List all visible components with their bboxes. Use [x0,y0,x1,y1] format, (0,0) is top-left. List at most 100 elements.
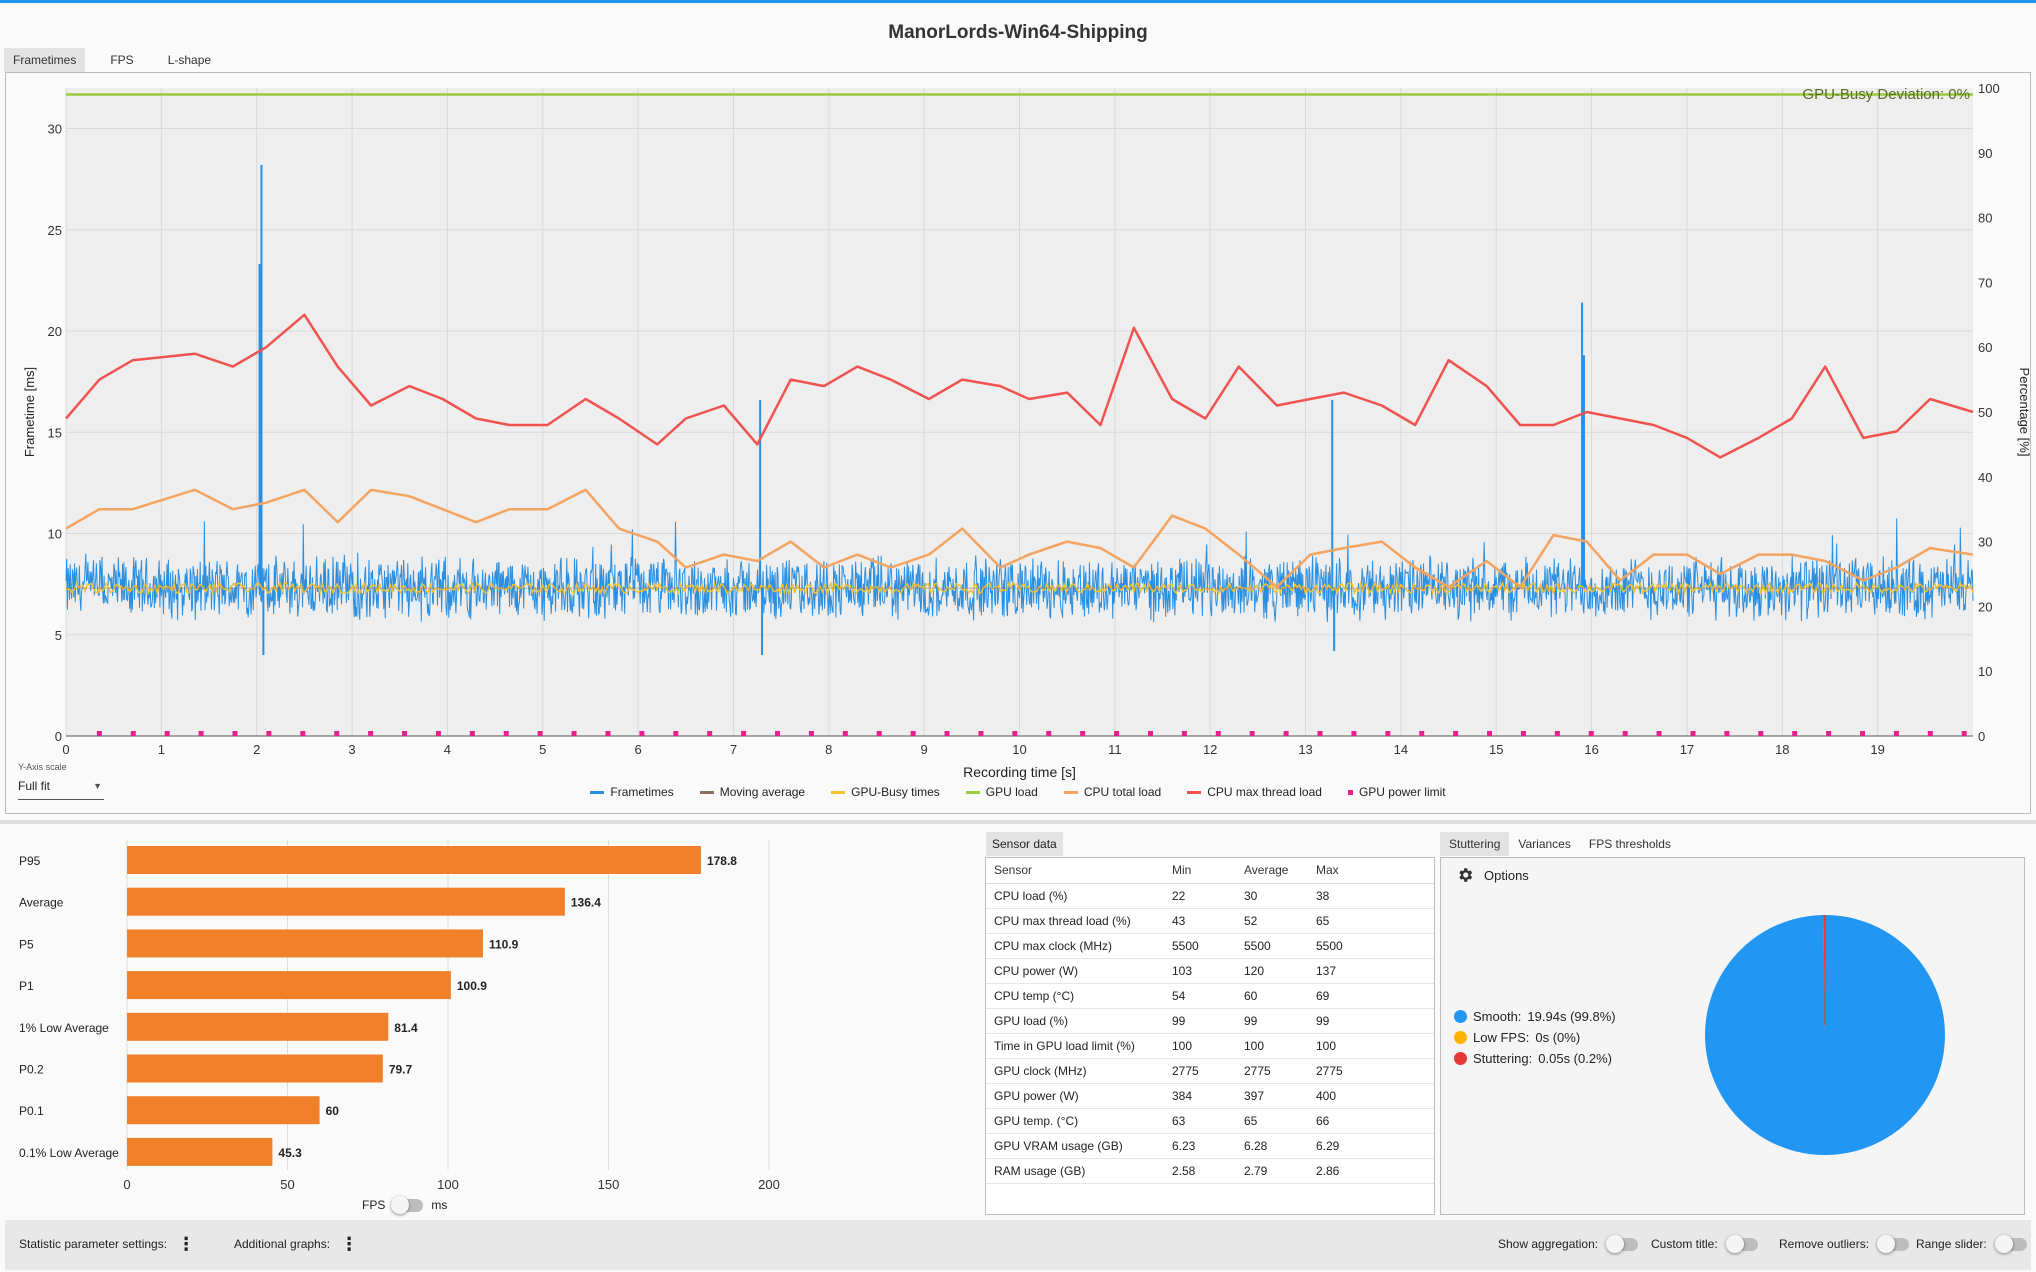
gpu-power-limit-marker [639,731,645,736]
series-cpu-total-load [65,488,1974,589]
x-tick-label: 12 [1203,742,1217,757]
tab-frametimes[interactable]: Frametimes [4,48,86,72]
remove-outliers-toggle[interactable] [1877,1234,1910,1253]
top-accent-bar [0,0,2036,3]
chart-tabs: Frametimes FPS L-shape [4,48,220,72]
show-aggregation[interactable]: Show aggregation: [1498,1234,1639,1253]
sensor-cell: 100 [1308,1033,1434,1059]
tab-l-shape[interactable]: L-shape [167,53,212,67]
gpu-power-limit-marker [1215,731,1221,736]
sensor-cell: Time in GPU load limit (%) [986,1033,1164,1059]
x-tick-label: 0 [62,742,69,757]
gpu-power-limit-marker [1758,731,1764,736]
bar-category-label: P0.1 [19,1104,44,1118]
additional-graphs[interactable]: Additional graphs: ⋮ [234,1234,359,1254]
y2-tick-label: 50 [1978,405,1992,420]
legend-item-frametimes[interactable]: Frametimes [590,785,674,799]
gpu-power-limit-marker [571,731,577,736]
gear-icon [1459,868,1473,882]
kebab-menu-icon[interactable]: ⋮ [340,1234,359,1254]
tab-sensor-data[interactable]: Sensor data [986,832,1063,856]
range-slider[interactable]: Range slider: [1916,1234,2027,1253]
gpu-power-limit-marker [1317,731,1323,736]
sensor-cell: 397 [1236,1083,1308,1109]
sensor-cell: 5500 [1236,933,1308,959]
custom-title-toggle[interactable] [1725,1234,1758,1253]
gpu-power-limit-marker [1554,731,1560,736]
stuttering-pie-chart [1705,915,1945,1155]
kebab-menu-icon[interactable]: ⋮ [177,1234,196,1254]
stuttering-dot-icon [1454,1052,1467,1065]
stutter-legend-smooth: Smooth: 19.94s (99.8%) [1454,1006,1616,1027]
gpu-power-limit-marker [1147,731,1153,736]
gpu-power-limit-marker [944,731,950,736]
gpu-power-limit-marker [1690,731,1696,736]
tab-fps[interactable]: FPS [110,53,134,67]
sensor-cell: 384 [1164,1083,1236,1109]
fps-bar [127,1137,273,1166]
fps-ms-switch[interactable] [391,1195,424,1214]
frametime-chart[interactable]: 0 1 2 3 4 5 6 7 8 9 10 11 12 13 14 15 16 17 18 190510152025… [0,0,2036,820]
x-tick-label: 19 [1870,742,1884,757]
y-tick-label: 0 [55,729,62,744]
sensor-cell: 103 [1164,958,1236,984]
series-gpu-busy-times [65,580,1974,596]
gpu-power-limit-marker [1826,731,1832,736]
legend-swatch [699,790,714,794]
y2-tick-label: 10 [1978,664,1992,679]
remove-outliers-label: Remove outliers: [1779,1237,1870,1251]
legend-label: GPU load [985,785,1038,799]
legend-item-cpu-total-load[interactable]: CPU total load [1063,785,1161,799]
options-button[interactable]: Options [1456,866,1529,884]
legend-item-cpu-max-thread-load[interactable]: CPU max thread load [1187,785,1322,799]
gpu-power-limit-marker [1588,731,1594,736]
sensor-cell: 99 [1164,1008,1236,1034]
sensor-cell: 63 [1164,1108,1236,1134]
show-aggregation-toggle[interactable] [1606,1234,1639,1253]
gpu-power-limit-marker [1012,731,1018,736]
gpu-power-limit-marker [1080,731,1086,736]
sensor-cell: GPU clock (MHz) [986,1058,1164,1084]
legend-swatch [1063,790,1078,794]
x-tick-label: 7 [730,742,737,757]
y-axis-scale-select[interactable]: Full fit ▼ [18,776,104,800]
gpu-power-limit-marker [198,731,204,736]
low-fps-dot-icon [1454,1031,1467,1044]
sensor-cell: 30 [1236,883,1308,909]
bar-x-tick-label: 0 [123,1177,130,1192]
y-tick-label: 30 [48,122,62,137]
gpu-power-limit-marker [435,731,441,736]
fps-bar [127,887,565,916]
tab-variances[interactable]: Variances [1518,837,1571,851]
y2-tick-label: 40 [1978,470,1992,485]
statistic-parameter-settings[interactable]: Statistic parameter settings: ⋮ [19,1234,196,1254]
sensor-cell: 43 [1164,908,1236,934]
legend-label: Low FPS: [1473,1030,1530,1045]
x-tick-label: 18 [1775,742,1789,757]
tab-fps-thresholds[interactable]: FPS thresholds [1588,837,1671,851]
range-slider-label: Range slider: [1916,1237,1987,1251]
legend-item-moving-average[interactable]: Moving average [699,785,805,799]
x-tick-label: 16 [1584,742,1598,757]
legend-item-gpu-busy-times[interactable]: GPU-Busy times [831,785,940,799]
bar-value-label: 79.7 [389,1063,413,1077]
gpu-power-limit-marker [368,731,374,736]
sensor-cell: 2775 [1236,1058,1308,1084]
custom-title[interactable]: Custom title: [1651,1234,1758,1253]
fps-ms-toggle[interactable]: FPS ms [362,1195,447,1214]
bar-x-tick-label: 50 [280,1177,294,1192]
gpu-power-limit-marker [469,731,475,736]
sensor-cell: 66 [1308,1108,1434,1134]
bar-x-tick-label: 150 [598,1177,620,1192]
sensor-cell: CPU max clock (MHz) [986,933,1164,959]
remove-outliers[interactable]: Remove outliers: [1779,1234,1910,1253]
legend-item-gpu-load[interactable]: GPU load [965,785,1038,799]
legend-item-gpu-power-limit[interactable]: GPU power limit [1347,785,1446,799]
app-title: ManorLords-Win64-Shipping [888,22,1148,43]
sensor-header-row: Sensor Min Average Max [986,858,1434,884]
tab-stuttering[interactable]: Stuttering [1440,832,1510,856]
legend-value: 19.94s (99.8%) [1527,1009,1616,1024]
range-slider-toggle[interactable] [1994,1234,2027,1253]
y-axis-scale-value: Full fit [18,779,51,793]
gpu-power-limit-marker [1283,731,1289,736]
